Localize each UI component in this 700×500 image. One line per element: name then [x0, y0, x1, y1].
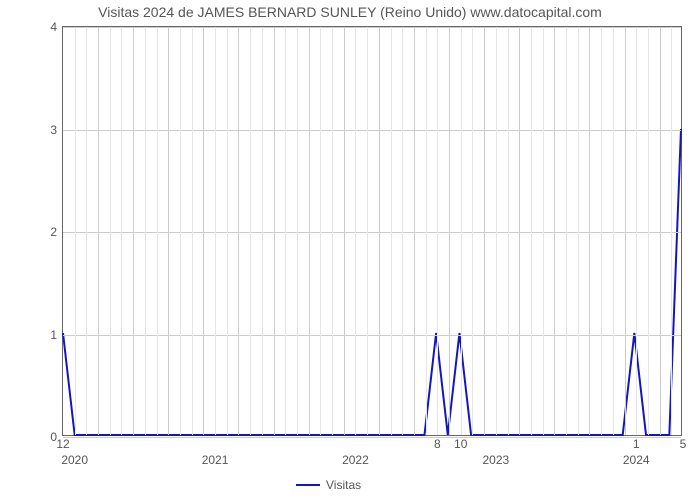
grid-v — [613, 27, 614, 435]
grid-v — [496, 27, 497, 435]
x-year-label: 2023 — [482, 453, 509, 467]
chart-container: Visitas 2024 de JAMES BERNARD SUNLEY (Re… — [0, 0, 700, 500]
grid-v — [648, 27, 649, 435]
grid-v — [203, 27, 204, 435]
grid-v — [168, 27, 169, 435]
grid-v — [519, 27, 520, 435]
grid-v — [332, 27, 333, 435]
x-year-label: 2022 — [342, 453, 369, 467]
x-tick-label: 12 — [56, 437, 69, 451]
legend-label: Visitas — [326, 478, 361, 492]
grid-v — [461, 27, 462, 435]
grid-v — [426, 27, 427, 435]
grid-v — [110, 27, 111, 435]
grid-v — [180, 27, 181, 435]
x-tick-label: 10 — [454, 437, 467, 451]
x-year-label: 2024 — [623, 453, 650, 467]
chart-title: Visitas 2024 de JAMES BERNARD SUNLEY (Re… — [0, 4, 700, 20]
grid-v — [309, 27, 310, 435]
grid-v — [274, 27, 275, 435]
grid-v — [192, 27, 193, 435]
grid-v — [589, 27, 590, 435]
grid-v — [320, 27, 321, 435]
grid-v — [98, 27, 99, 435]
x-tick-label: 5 — [680, 437, 687, 451]
x-tick-label: 8 — [434, 437, 441, 451]
y-tick-label: 3 — [50, 123, 57, 137]
grid-v — [133, 27, 134, 435]
grid-v — [367, 27, 368, 435]
grid-v — [543, 27, 544, 435]
grid-v — [566, 27, 567, 435]
grid-v — [437, 27, 438, 435]
grid-v — [227, 27, 228, 435]
grid-v — [157, 27, 158, 435]
grid-v — [75, 27, 76, 435]
grid-v — [121, 27, 122, 435]
grid-v — [402, 27, 403, 435]
grid-v — [379, 27, 380, 435]
grid-v — [414, 27, 415, 435]
x-year-label: 2020 — [61, 453, 88, 467]
grid-v — [355, 27, 356, 435]
grid-v — [660, 27, 661, 435]
grid-v — [297, 27, 298, 435]
grid-v — [250, 27, 251, 435]
grid-v — [671, 27, 672, 435]
y-tick-label: 1 — [50, 328, 57, 342]
grid-v — [285, 27, 286, 435]
y-tick-label: 4 — [50, 20, 57, 34]
grid-v — [508, 27, 509, 435]
grid-h — [63, 437, 681, 438]
grid-v — [625, 27, 626, 435]
grid-v — [145, 27, 146, 435]
grid-v — [238, 27, 239, 435]
y-tick-label: 2 — [50, 225, 57, 239]
grid-v — [391, 27, 392, 435]
grid-v — [472, 27, 473, 435]
grid-v — [86, 27, 87, 435]
plot-area: 01234128101520202021202220232024 — [62, 26, 682, 436]
x-tick-label: 1 — [633, 437, 640, 451]
x-year-label: 2021 — [202, 453, 229, 467]
grid-v — [636, 27, 637, 435]
grid-v — [449, 27, 450, 435]
grid-v — [262, 27, 263, 435]
grid-v — [344, 27, 345, 435]
grid-v — [601, 27, 602, 435]
legend: Visitas — [296, 478, 361, 492]
grid-v — [554, 27, 555, 435]
grid-v — [215, 27, 216, 435]
legend-swatch — [296, 484, 320, 486]
grid-v — [531, 27, 532, 435]
grid-v — [484, 27, 485, 435]
grid-v — [578, 27, 579, 435]
